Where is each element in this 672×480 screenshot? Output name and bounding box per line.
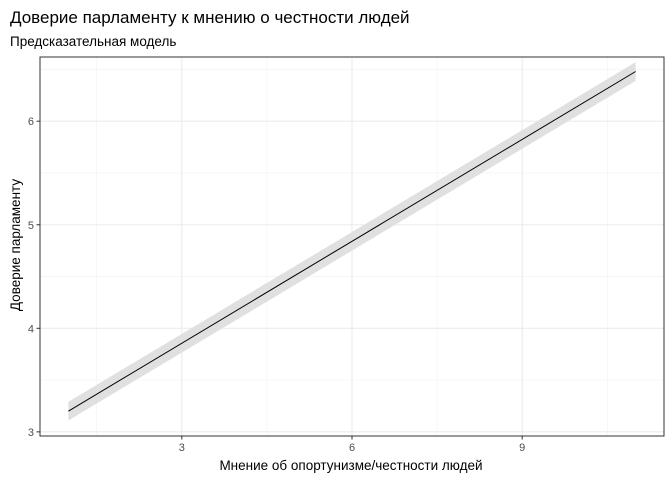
chart-title: Доверие парламенту к мнению о честности … (10, 8, 410, 27)
y-axis-ticks: 3 4 5 6 (28, 116, 40, 439)
y-axis-label: Доверие парламенту (8, 179, 23, 311)
y-tick-label: 5 (28, 220, 34, 232)
x-tick-label: 9 (519, 442, 525, 454)
chart-subtitle: Предсказательная модель (10, 34, 176, 49)
x-axis-ticks: 3 6 9 (179, 436, 525, 454)
y-tick-label: 4 (28, 323, 34, 335)
x-tick-label: 6 (349, 442, 355, 454)
regression-line (68, 71, 636, 412)
series-lines (68, 71, 636, 412)
x-tick-label: 3 (179, 442, 185, 454)
y-tick-label: 3 (28, 427, 34, 439)
x-axis-label: Мнение об опортунизме/честности людей (219, 458, 482, 473)
y-tick-label: 6 (28, 116, 34, 128)
